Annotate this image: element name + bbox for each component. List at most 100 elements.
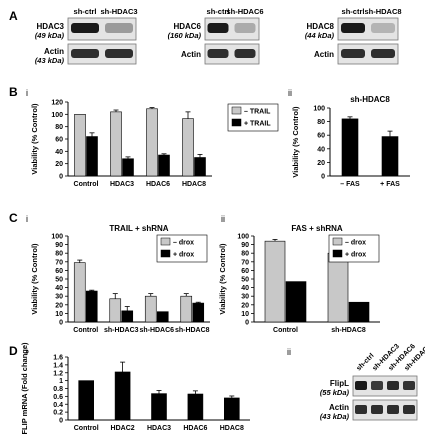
blot-strip [352,399,418,421]
y-tick-label: 10 [241,311,249,318]
y-tick-label: 60 [241,268,249,275]
y-tick-label: 80 [55,124,63,131]
y-axis-label: Viability (% Control) [291,106,300,178]
sub-label-d-i: i [26,347,28,357]
lane-label: sh-ctrl [207,7,230,16]
bar [122,158,134,177]
lane-label: sh-ctrl [74,7,97,16]
y-tick-label: 0.4 [53,402,63,409]
y-axis-label: Viability (% Control) [30,243,39,315]
bar [264,240,286,323]
y-tick-label: 0 [321,174,325,181]
panel-letter-d: D [9,344,18,358]
bar [146,108,158,177]
bar [182,118,194,177]
bar [78,380,94,421]
bar [348,301,370,323]
blot-band [71,23,99,33]
y-tick-label: 90 [55,242,63,249]
bar [192,302,205,323]
y-tick-label: 40 [55,149,63,156]
bar [285,281,307,323]
legend-swatch [231,118,242,127]
y-tick-label: 0.8 [53,386,63,393]
y-tick-label: 50 [55,277,63,284]
y-tick-label: 40 [317,146,325,153]
y-tick-label: 1 [59,378,63,385]
blot-band [403,405,415,414]
bar [73,262,86,323]
y-tick-label: 100 [51,234,63,241]
actin-label: Actin [314,50,334,59]
actin-kda: (43 kDa) [320,412,350,421]
panel-letter-c: C [9,211,18,225]
legend-label: + TRAIL [244,121,271,128]
chart-d-i: 00.20.40.60.811.21.41.6 FLIP mRNA (Fold c… [20,342,250,435]
y-tick-label: 80 [55,251,63,258]
protein-kda: (55 kDa) [320,388,350,397]
x-tick-label: – FAS [340,181,360,188]
y-tick-label: 40 [55,285,63,292]
y-tick-label: 0 [245,320,249,327]
panel-letter-b: B [9,85,18,99]
y-tick-label: 80 [317,119,325,126]
y-tick-label: 90 [241,242,249,249]
blot-band [207,23,229,33]
x-tick-label: HDAC2 [111,425,135,432]
sub-label-c-ii: ii [221,214,225,224]
sub-label-c-i: i [26,214,28,224]
blot-band [371,381,383,390]
y-tick-label: 1.2 [53,370,63,377]
lane-label: sh-HDAC8 [364,7,401,16]
blot-band [234,23,256,33]
x-tick-label: Control [273,327,298,334]
y-tick-label: 60 [317,133,325,140]
x-tick-label: HDAC6 [183,425,207,432]
y-tick-label: 10 [55,311,63,318]
protein-label: HDAC6 [173,22,201,31]
bar [151,393,167,421]
y-tick-label: 20 [55,302,63,309]
protein-label: HDAC3 [36,22,64,31]
bar [121,310,134,323]
x-tick-label: sh-HDAC8 [175,327,210,334]
bar [144,295,157,323]
legend-label: + drox [173,252,194,259]
y-tick-label: 0.2 [53,410,63,417]
y-tick-label: 60 [55,137,63,144]
y-tick-label: 0 [59,174,63,181]
x-tick-label: sh-HDAC3 [104,327,139,334]
protein-kda: (49 kDa) [35,31,65,40]
bar [74,114,86,177]
x-tick-label: sh-HDAC8 [331,327,366,334]
y-tick-label: 100 [237,234,249,241]
bar [180,295,193,323]
y-tick-label: 0.6 [53,394,63,401]
y-tick-label: 20 [241,302,249,309]
blot-band [403,381,415,390]
blot-a-1: sh-ctrl sh-HDAC3 HDAC3(49 kDa) Actin(43 kDa… [35,7,138,65]
blot-band [105,49,133,58]
y-tick-label: 1.6 [53,355,63,362]
chart-b-i: 0 20 40 60 80 100 120 Viability (% Control) Cont… [30,100,279,188]
blot-band [371,23,395,33]
chart-b-ii: 0 20 40 60 80 100 Viability (% Control) sh-HDAC… [291,95,410,188]
blot-band [387,381,399,390]
legend-swatch [160,237,171,246]
sub-label-b-i: i [26,88,28,98]
actin-kda: (43 kDa) [35,56,65,65]
bar [381,136,399,177]
x-tick-label: Control [73,327,98,334]
bar [341,118,359,177]
y-axis-label: Viability (% Control) [30,103,39,175]
y-tick-label: 80 [241,251,249,258]
legend-label: – TRAIL [244,109,271,116]
y-tick-label: 70 [55,259,63,266]
actin-label: Actin [329,403,349,412]
x-tick-label: Control [74,181,99,188]
y-tick-label: 30 [241,294,249,301]
bar [187,393,204,421]
y-tick-label: 70 [241,259,249,266]
bar [110,111,122,177]
